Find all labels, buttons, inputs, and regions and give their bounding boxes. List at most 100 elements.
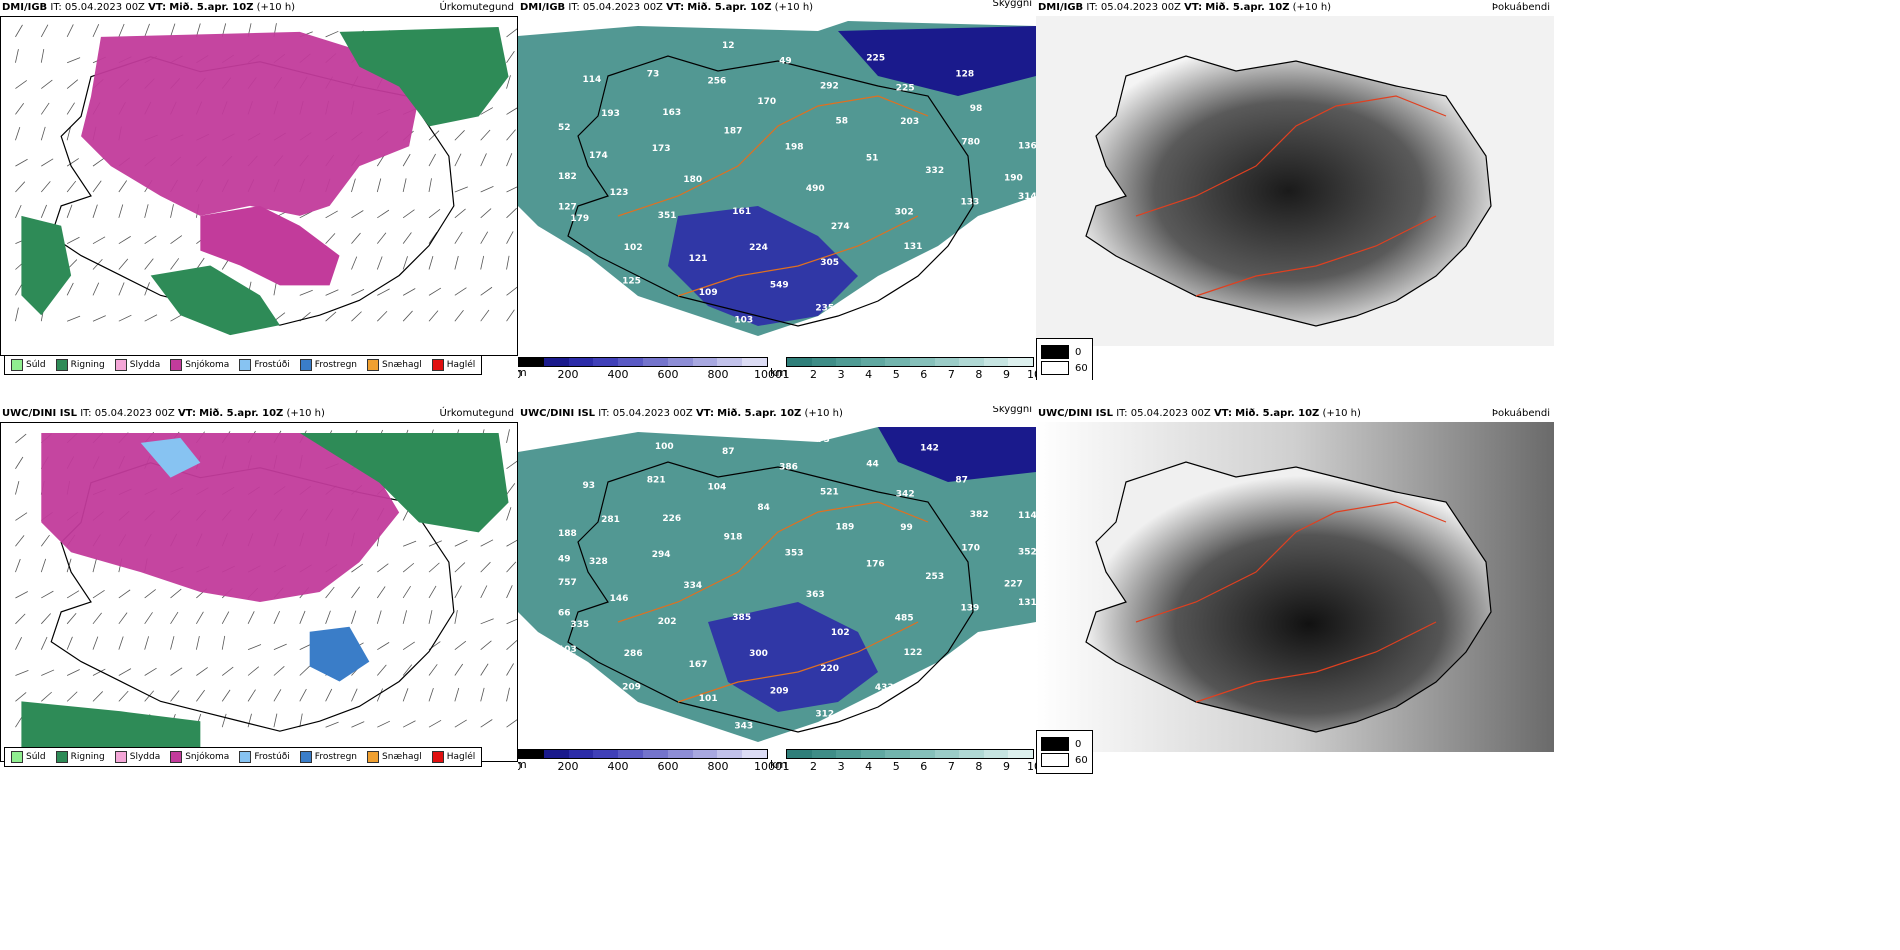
frost-rain-area (309, 626, 370, 682)
wind-barb (170, 313, 183, 322)
fog-swatch (1041, 737, 1069, 751)
fog-legend-item: 0 (1041, 345, 1088, 359)
colorbar-tick: 8 (975, 760, 983, 773)
legend-item: Snjókoma (170, 359, 229, 371)
ceiling-value-label: 12 (722, 41, 735, 51)
ceiling-value-label: 142 (920, 443, 939, 453)
wind-barb (454, 310, 464, 322)
ceiling-value-label: 367 (936, 686, 955, 696)
wind-barb (299, 211, 313, 219)
wind-barb (402, 256, 408, 270)
ceiling-area (708, 602, 878, 712)
ceiling-value-label: 918 (724, 533, 743, 543)
wind-barb (376, 178, 382, 193)
wind-barb (66, 126, 71, 141)
wind-barb (325, 721, 339, 728)
legend-label: Rigning (70, 360, 105, 370)
wind-barb (402, 209, 415, 219)
wind-barb (428, 310, 439, 322)
wind-barb (480, 186, 494, 193)
wind-barb (454, 562, 466, 573)
panel-title: DMI/IGB IT: 05.04.2023 00Z VT: Mið. 5.ap… (2, 2, 296, 13)
roads (617, 501, 929, 703)
wind-barb (247, 713, 252, 728)
fog-legend-label: 60 (1075, 362, 1088, 374)
wind-barb (144, 589, 156, 599)
wind-barb (40, 48, 45, 63)
wind-barb (480, 107, 493, 115)
wind-barb (118, 180, 128, 193)
panel-title: UWC/DINI ISL IT: 05.04.2023 00Z VT: Mið.… (1038, 408, 1361, 419)
ceiling-value-label: 173 (652, 144, 671, 154)
snow-area (41, 432, 400, 602)
wind-barb (480, 539, 494, 547)
ceiling-value-label: 101 (788, 735, 807, 745)
ceiling-value-label: 182 (558, 172, 577, 182)
wind-barb (92, 236, 106, 245)
colorbar-cell (836, 358, 861, 366)
wind-barb (480, 585, 488, 599)
ceiling-value-label: 220 (820, 664, 839, 674)
colorbar-cell (692, 750, 718, 758)
wind-barb (428, 585, 437, 599)
legend-label: Rigning (70, 752, 105, 762)
wind-barb (454, 208, 466, 219)
wind-barb (196, 257, 205, 270)
wind-barb (506, 687, 510, 702)
wind-barb (351, 563, 364, 573)
wind-barb (299, 610, 306, 624)
colorbar-tick: 0 (518, 368, 522, 380)
wind-barb (325, 289, 339, 296)
panel-name: Þokuábendi (1491, 2, 1550, 13)
ceiling-value-label: 87 (955, 476, 968, 486)
wind-barb (170, 667, 183, 676)
vis-area (518, 21, 1036, 336)
wind-barb (66, 315, 81, 322)
ceiling-value-label: 225 (866, 53, 885, 63)
colorbar-tick: 2 (810, 760, 818, 773)
ceiling-value-label: 227 (1004, 580, 1023, 590)
ceiling-value-label: 102 (624, 243, 643, 253)
panel-title: DMI/IGB IT: 05.04.2023 00Z VT: Mið. 5.ap… (520, 2, 814, 13)
ceiling-value-label: 385 (732, 613, 751, 623)
ceiling-value-label: 305 (820, 258, 839, 268)
ceiling-value-label: 190 (1004, 174, 1023, 184)
ceiling-unit: m (518, 366, 527, 379)
wind-barb (92, 204, 98, 218)
colorbar-tick: 400 (607, 368, 629, 380)
wind-barb (480, 208, 492, 219)
legend-item: Frostregn (299, 359, 357, 371)
wind-barb (506, 483, 516, 495)
ceiling-value-label: 57 (997, 675, 1010, 685)
wind-barb (15, 307, 19, 322)
wind-barb (40, 181, 51, 193)
snow-area-south (200, 205, 340, 286)
wind-barb (377, 720, 391, 728)
legend-label: Frostúði (254, 752, 290, 762)
colorbar-tick: 200 (557, 368, 579, 380)
legend-swatch (431, 359, 444, 371)
ceiling-value-label: 122 (904, 648, 923, 658)
colorbar-tick: 5 (892, 368, 900, 380)
colorbar-tick: 5 (892, 760, 900, 773)
ceiling-value-label: 490 (806, 184, 825, 194)
wind-barb (92, 558, 97, 573)
ceiling-value-label: 335 (570, 620, 589, 630)
ceiling-value-label: 121 (689, 254, 708, 264)
legend-item: Frostúði (239, 359, 290, 371)
colorbar-cell (642, 750, 668, 758)
wind-barb (170, 690, 180, 702)
ceiling-value-label: 302 (895, 207, 914, 217)
wind-barb (377, 563, 389, 573)
ceiling-value-label: 352 (1018, 548, 1036, 558)
wind-barb (506, 429, 510, 443)
ceiling-value-label: 123 (610, 188, 629, 198)
wind-barb (454, 153, 462, 167)
wind-barb (428, 562, 440, 573)
wind-barb (351, 586, 361, 599)
panel-title: DMI/IGB IT: 05.04.2023 00Z VT: Mið. 5.ap… (1038, 2, 1332, 13)
ceiling-value-label: 114 (1018, 511, 1036, 521)
wind-barb (428, 688, 434, 702)
ceiling-value-label: 52 (558, 123, 571, 133)
wind-barb (144, 636, 149, 650)
